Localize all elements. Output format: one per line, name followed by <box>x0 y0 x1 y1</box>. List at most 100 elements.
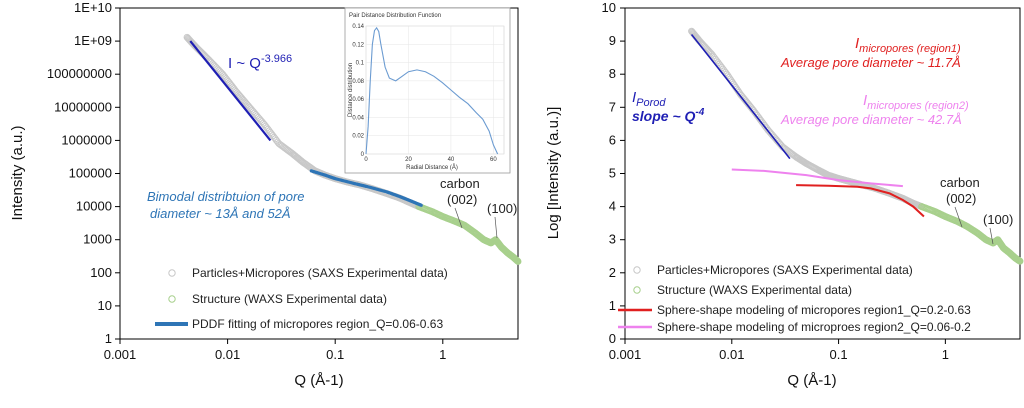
inset-data-layer <box>365 26 499 155</box>
left-y-tick-label: 1E+09 <box>74 33 112 48</box>
right-x-tick-label: 0.1 <box>830 347 848 362</box>
left-legend-pddf: PDDF fitting of micropores region_Q=0.06… <box>192 317 443 331</box>
left-y-tick-label: 10000000 <box>54 99 112 114</box>
right-micropores1-label: Imicropores (region1) <box>855 35 961 55</box>
left-y-axis-label: Intensity (a.u.) <box>9 125 26 220</box>
left-peak-100-label: (100) <box>487 201 517 216</box>
left-data-layer <box>183 33 522 265</box>
right-region2-fit-line <box>731 168 903 188</box>
right-y-tick-label: 8 <box>609 66 616 81</box>
left-legend-marker-waxs <box>168 295 176 303</box>
right-micropores2-label: Imicropores (region2) <box>863 92 969 112</box>
right-legend-region2: Sphere-shape modeling of microproes regi… <box>657 320 971 334</box>
right-y-tick-label: 2 <box>609 265 616 280</box>
left-legend: Particles+Micropores (SAXS Experimental … <box>155 266 448 331</box>
right-y-tick-label: 0 <box>609 331 616 346</box>
left-chart: 1101001000100001000001000000100000001000… <box>9 0 522 389</box>
left-x-tick-label: 0.01 <box>215 347 240 362</box>
right-legend-waxs: Structure (WAXS Experimental data) <box>657 283 852 297</box>
right-porod-label: IPorod <box>632 89 666 109</box>
inset-x-label: Radial Distance (Å) <box>406 164 458 171</box>
inset-x-tick-label: 20 <box>405 157 412 163</box>
right-y-tick-label: 9 <box>609 33 616 48</box>
inset-y-tick-label: 0.14 <box>352 24 364 30</box>
inset-y-tick-label: 0.04 <box>352 115 364 121</box>
inset-pddf-chart: Pair Distance Distribution Function 0 0.0… <box>344 7 511 174</box>
right-peak-002-pointer <box>954 206 963 228</box>
inset-ticks: 0 0.02 0.04 0.06 0.08 0.1 0.12 0.14 0 20 40 60 <box>352 24 504 163</box>
left-pddf-point <box>419 203 423 207</box>
inset-y-tick-label: 0.1 <box>356 61 365 67</box>
right-y-axis-label: Log [Intensity (a.u.)] <box>545 107 562 240</box>
left-power-law-label: I ~ Q-3.966 <box>228 53 292 72</box>
left-y-tick-label: 100000000 <box>47 66 112 81</box>
right-x-tick-label: 0.001 <box>609 347 642 362</box>
left-y-tick-label: 1000000 <box>61 132 112 147</box>
left-x-ticks: 0.001 0.01 0.1 1 <box>104 339 446 362</box>
right-y-tick-label: 4 <box>609 199 616 214</box>
left-y-tick-label: 1E+10 <box>74 0 112 15</box>
left-y-tick-label: 1000 <box>83 232 112 247</box>
right-peak-002-label: (002) <box>946 191 976 206</box>
right-peak-100-pointer <box>989 227 994 245</box>
left-carbon-label: carbon <box>440 176 480 191</box>
inset-x-tick-label: 60 <box>490 157 497 163</box>
left-x-tick-label: 1 <box>439 347 446 362</box>
left-y-tick-label: 10000 <box>76 199 112 214</box>
left-legend-waxs: Structure (WAXS Experimental data) <box>192 292 387 306</box>
right-chart: 0 1 2 3 4 5 6 7 8 9 10 0.001 0.01 0.1 1 Log [Intensit… <box>545 0 1024 389</box>
right-y-tick-label: 1 <box>609 298 616 313</box>
left-legend-marker-saxs <box>168 269 176 277</box>
inset-x-tick-label: 0 <box>364 157 368 163</box>
inset-y-tick-label: 0 <box>361 152 365 158</box>
left-x-tick-label: 0.1 <box>326 347 344 362</box>
left-bimodal-line1: Bimodal distribtuion of pore <box>147 189 305 204</box>
right-x-tick-label: 1 <box>942 347 949 362</box>
right-x-tick-label: 0.01 <box>719 347 744 362</box>
right-y-tick-label: 5 <box>609 166 616 181</box>
right-legend-marker-saxs <box>633 266 641 274</box>
inset-pddf-curve <box>365 26 499 155</box>
right-x-axis-label: Q (Å-1) <box>787 372 836 389</box>
left-peak-002-pointer <box>454 207 463 229</box>
left-bimodal-line2: diameter ~ 13Å and 52Å <box>150 206 291 221</box>
inset-title: Pair Distance Distribution Function <box>349 13 441 19</box>
inset-plot-area <box>365 25 505 155</box>
right-carbon-label: carbon <box>940 175 980 190</box>
right-y-tick-label: 3 <box>609 232 616 247</box>
right-legend-region1: Sphere-shape modeling of micropores regi… <box>657 303 971 317</box>
left-y-tick-label: 10 <box>98 298 112 313</box>
right-y-tick-label: 10 <box>602 0 616 15</box>
right-y-tick-label: 7 <box>609 99 616 114</box>
left-peak-002-label: (002) <box>447 192 477 207</box>
left-y-tick-label: 1 <box>105 331 112 346</box>
inset-y-tick-label: 0.02 <box>352 134 364 140</box>
right-legend: Particles+Micropores (SAXS Experimental … <box>618 263 971 334</box>
right-y-tick-label: 6 <box>609 132 616 147</box>
inset-y-tick-label: 0.08 <box>352 79 364 85</box>
inset-y-tick-label: 0.06 <box>352 97 364 103</box>
right-waxs-point <box>1016 257 1024 265</box>
right-legend-marker-waxs <box>633 286 641 294</box>
right-y-ticks: 0 1 2 3 4 5 6 7 8 9 10 <box>602 0 625 346</box>
left-y-tick-label: 100000 <box>69 166 112 181</box>
inset-x-tick-label: 40 <box>448 157 455 163</box>
right-peak-100-label: (100) <box>983 212 1013 227</box>
left-x-axis-label: Q (Å-1) <box>294 372 343 389</box>
right-porod-slope-line <box>690 33 791 160</box>
inset-y-label: Distance distribution <box>348 63 354 117</box>
left-x-tick-label: 0.001 <box>104 347 137 362</box>
left-power-law-fit-line <box>189 40 272 142</box>
left-peak-100-pointer <box>494 216 498 239</box>
inset-y-tick-label: 0.12 <box>352 42 364 48</box>
left-y-tick-label: 100 <box>90 265 112 280</box>
right-slope-label: slope ~ Q-4 <box>632 107 705 124</box>
right-legend-saxs: Particles+Micropores (SAXS Experimental … <box>657 263 913 277</box>
right-x-ticks: 0.001 0.01 0.1 1 <box>609 339 949 362</box>
left-legend-saxs: Particles+Micropores (SAXS Experimental … <box>192 266 448 280</box>
left-y-ticks: 1 10 100 1000 10000 100000 1000000 10000000 1000… <box>47 0 120 346</box>
right-region1-fit-line <box>796 184 925 218</box>
right-avg1-label: Average pore diameter ~ 11.7Å <box>780 55 961 70</box>
left-waxs-point <box>514 258 522 265</box>
